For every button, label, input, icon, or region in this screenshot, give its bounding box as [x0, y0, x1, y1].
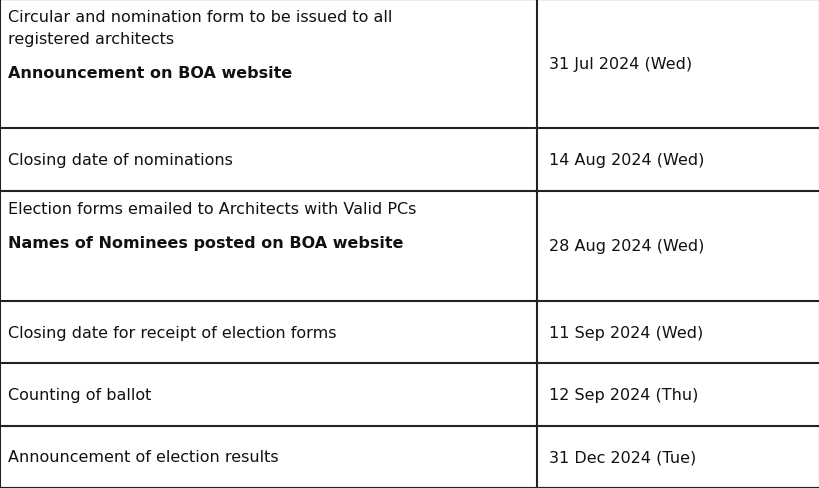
- Text: Closing date of nominations: Closing date of nominations: [8, 153, 233, 168]
- Text: Announcement on BOA website: Announcement on BOA website: [8, 66, 292, 81]
- Text: registered architects: registered architects: [8, 32, 174, 47]
- Text: 12 Sep 2024 (Thu): 12 Sep 2024 (Thu): [549, 387, 698, 402]
- Text: 31 Jul 2024 (Wed): 31 Jul 2024 (Wed): [549, 57, 691, 72]
- Text: Closing date for receipt of election forms: Closing date for receipt of election for…: [8, 325, 336, 340]
- Text: Election forms emailed to Architects with Valid PCs: Election forms emailed to Architects wit…: [8, 202, 416, 216]
- Text: Announcement of election results: Announcement of election results: [8, 449, 278, 465]
- Text: Counting of ballot: Counting of ballot: [8, 387, 152, 402]
- Text: 28 Aug 2024 (Wed): 28 Aug 2024 (Wed): [549, 239, 704, 254]
- Text: 31 Dec 2024 (Tue): 31 Dec 2024 (Tue): [549, 449, 695, 465]
- Text: 11 Sep 2024 (Wed): 11 Sep 2024 (Wed): [549, 325, 703, 340]
- Text: Names of Nominees posted on BOA website: Names of Nominees posted on BOA website: [8, 235, 403, 250]
- Text: 14 Aug 2024 (Wed): 14 Aug 2024 (Wed): [549, 153, 704, 168]
- Text: Circular and nomination form to be issued to all: Circular and nomination form to be issue…: [8, 10, 392, 25]
